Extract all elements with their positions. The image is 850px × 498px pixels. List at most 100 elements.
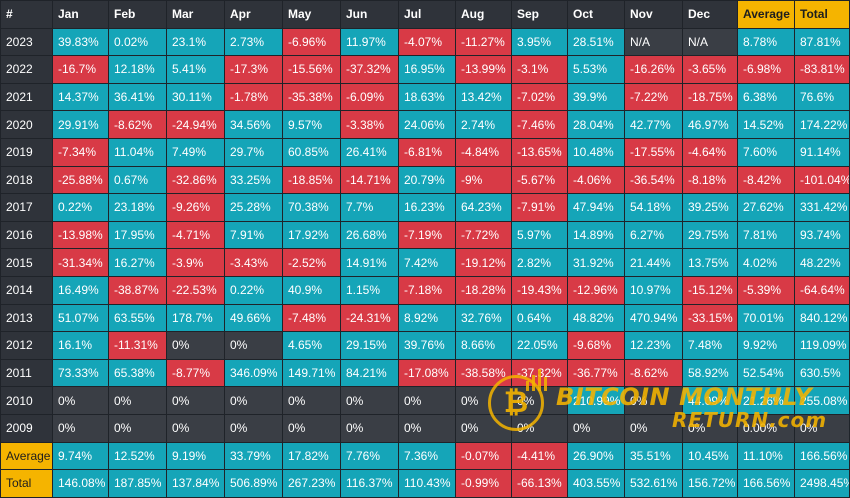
return-cell: 8.66% — [455, 331, 512, 360]
return-cell: 0.22% — [224, 275, 283, 305]
return-cell: -16.26% — [624, 55, 683, 84]
return-cell: 76.6% — [794, 82, 850, 112]
row-label: 2015 — [0, 248, 53, 277]
return-cell: 0% — [511, 413, 568, 443]
return-cell: 14.89% — [567, 220, 625, 250]
return-cell: 0% — [224, 386, 283, 415]
return-cell: 63.55% — [108, 303, 167, 333]
return-cell: -9.26% — [166, 193, 225, 222]
return-cell: 9.57% — [282, 110, 341, 139]
return-cell: 73.33% — [52, 358, 109, 388]
return-cell: 29.7% — [224, 137, 283, 167]
return-cell: -7.34% — [52, 137, 109, 167]
return-cell: 0% — [455, 386, 512, 415]
header-row: # Jan Feb Mar Apr May Jun Jul Aug Sep Oct Nov Dec Ave… — [0, 0, 850, 29]
return-cell: 0% — [567, 413, 625, 443]
return-cell: 4.65% — [282, 331, 341, 360]
return-cell: -24.31% — [340, 303, 399, 333]
return-cell: 87.81% — [794, 27, 850, 57]
return-cell: -8.18% — [682, 165, 738, 195]
table-row: 2014 16.49% -38.87% -22.53% 0.22% 40.9% 1.15% -… — [0, 275, 850, 305]
return-cell: 0% — [340, 386, 399, 415]
return-cell: 14.37% — [52, 82, 109, 112]
return-cell: 174.22% — [794, 110, 850, 139]
return-cell: -35.38% — [282, 82, 341, 112]
return-cell: 44.09% — [682, 386, 738, 415]
header-may: May — [282, 0, 341, 29]
return-cell: -25.88% — [52, 165, 109, 195]
return-cell: 14.52% — [737, 110, 795, 139]
return-cell: 0% — [166, 413, 225, 443]
return-cell: -38.58% — [455, 358, 512, 388]
header-total: Total — [794, 0, 850, 29]
return-cell: -36.77% — [567, 358, 625, 388]
table-row: 2009 0% 0% 0% 0% 0% 0% 0% 0% 0% 0% 0% 0% 0.00% 0% — [0, 413, 850, 443]
return-cell: 11.04% — [108, 137, 167, 167]
return-cell: 0% — [624, 413, 683, 443]
return-cell: 166.56% — [737, 469, 795, 498]
return-cell: -7.22% — [624, 82, 683, 112]
return-cell: -7.02% — [511, 82, 568, 112]
return-cell: 210.99% — [567, 386, 625, 415]
return-cell: 48.82% — [567, 303, 625, 333]
return-cell: 0% — [794, 413, 850, 443]
return-cell: 0% — [224, 413, 283, 443]
return-cell: -3.9% — [166, 248, 225, 277]
return-cell: N/A — [624, 27, 683, 57]
return-cell: 36.41% — [108, 82, 167, 112]
return-cell: -7.48% — [282, 303, 341, 333]
header-apr: Apr — [224, 0, 283, 29]
row-label: Total — [0, 469, 53, 498]
return-cell: -17.08% — [398, 358, 456, 388]
return-cell: 16.1% — [52, 331, 109, 360]
row-label: 2013 — [0, 303, 53, 333]
table-row: 2020 29.91% -8.62% -24.94% 34.56% 9.57% -3.38%… — [0, 110, 850, 139]
table-row: 2016 -13.98% 17.95% -4.71% 7.91% 17.92% 26.68%… — [0, 220, 850, 250]
return-cell: -4.07% — [398, 27, 456, 57]
return-cell: -101.04% — [794, 165, 850, 195]
return-cell: 26.90% — [567, 441, 625, 471]
return-cell: 5.41% — [166, 55, 225, 84]
row-label: 2017 — [0, 193, 53, 222]
row-label: 2019 — [0, 137, 53, 167]
return-cell: -15.56% — [282, 55, 341, 84]
return-cell: 0% — [166, 386, 225, 415]
return-cell: 0% — [52, 413, 109, 443]
table-row: 2012 16.1% -11.31% 0% 0% 4.65% 29.15% 39.76% 8.6… — [0, 331, 850, 360]
return-cell: 178.7% — [166, 303, 225, 333]
header-jan: Jan — [52, 0, 109, 29]
return-cell: -0.99% — [455, 469, 512, 498]
return-cell: 9.74% — [52, 441, 109, 471]
return-cell: -3.1% — [511, 55, 568, 84]
return-cell: 3.95% — [511, 27, 568, 57]
header-jun: Jun — [340, 0, 399, 29]
return-cell: 60.85% — [282, 137, 341, 167]
return-cell: -4.06% — [567, 165, 625, 195]
return-cell: -6.81% — [398, 137, 456, 167]
return-cell: 29.15% — [340, 331, 399, 360]
table-row: Average 9.74% 12.52% 9.19% 33.79% 17.82% 7.76%… — [0, 441, 850, 471]
return-cell: 17.82% — [282, 441, 341, 471]
return-cell: 255.08% — [794, 386, 850, 415]
return-cell: 39.9% — [567, 82, 625, 112]
return-cell: 470.94% — [624, 303, 683, 333]
return-cell: -37.32% — [340, 55, 399, 84]
return-cell: 137.84% — [166, 469, 225, 498]
header-index: # — [0, 0, 53, 29]
return-cell: 33.79% — [224, 441, 283, 471]
return-cell: 91.14% — [794, 137, 850, 167]
return-cell: 21.26% — [737, 386, 795, 415]
return-cell: 7.36% — [398, 441, 456, 471]
return-cell: 156.72% — [682, 469, 738, 498]
header-oct: Oct — [567, 0, 625, 29]
return-cell: 20.79% — [398, 165, 456, 195]
return-cell: -1.78% — [224, 82, 283, 112]
return-cell: -36.54% — [624, 165, 683, 195]
return-cell: 29.91% — [52, 110, 109, 139]
return-cell: 39.76% — [398, 331, 456, 360]
return-cell: 24.06% — [398, 110, 456, 139]
return-cell: 0.00% — [737, 413, 795, 443]
return-cell: 10.45% — [682, 441, 738, 471]
row-label: 2011 — [0, 358, 53, 388]
